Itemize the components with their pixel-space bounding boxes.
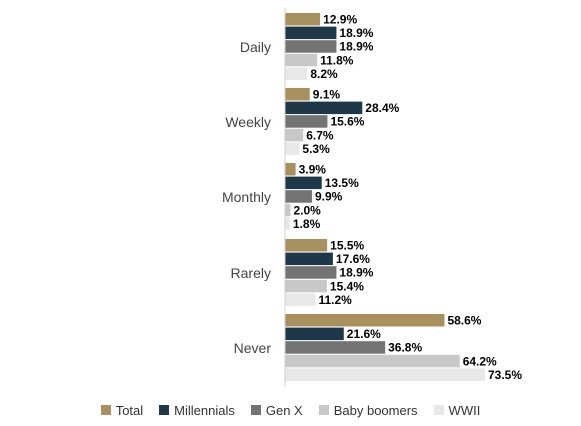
value-label-rarely-wwii: 11.2%	[318, 293, 352, 307]
legend-label: Baby boomers	[333, 402, 418, 418]
bar-weekly-baby-boomers	[285, 128, 304, 142]
value-label-weekly-baby-boomers: 6.7%	[306, 128, 334, 142]
bar-rarely-wwii	[285, 293, 316, 306]
value-label-monthly-baby-boomers: 2.0%	[293, 203, 321, 217]
legend-swatch	[433, 405, 444, 415]
bar-weekly-millennials	[285, 101, 363, 115]
value-label-never-total: 58.6%	[447, 314, 481, 328]
legend-label: Millennials	[174, 402, 235, 418]
value-label-weekly-wwii: 5.3%	[302, 142, 330, 156]
value-label-never-baby-boomers: 64.2%	[463, 354, 497, 368]
legend-label: Gen X	[265, 402, 303, 418]
bar-daily-total	[285, 13, 321, 26]
bar-rarely-total	[285, 239, 328, 252]
category-label-monthly: Monthly	[222, 189, 271, 205]
value-label-rarely-millennials: 17.6%	[336, 252, 370, 266]
bar-weekly-wwii	[285, 142, 300, 155]
value-label-rarely-baby-boomers: 15.4%	[330, 279, 364, 293]
value-label-daily-wwii: 8.2%	[310, 67, 338, 81]
category-label-daily: Daily	[240, 39, 271, 55]
legend-item-baby-boomers: Baby boomers	[318, 402, 418, 418]
value-label-daily-baby-boomers: 11.8%	[320, 53, 354, 67]
bar-never-total	[285, 314, 445, 327]
bar-never-millennials	[285, 327, 344, 341]
value-label-never-gen-x: 36.8%	[388, 341, 422, 355]
bar-monthly-total	[285, 163, 296, 176]
legend-item-total: Total	[100, 402, 144, 418]
bar-weekly-gen-x	[285, 115, 328, 128]
bar-never-wwii	[285, 368, 485, 381]
category-labels: Daily Weekly Monthly Rarely Never	[222, 39, 271, 356]
bar-monthly-baby-boomers	[285, 203, 291, 217]
bars	[285, 13, 485, 381]
value-label-never-millennials: 21.6%	[347, 327, 381, 341]
bar-daily-baby-boomers	[285, 53, 318, 67]
bar-rarely-baby-boomers	[285, 279, 327, 293]
legend-item-millennials: Millennials	[159, 403, 235, 418]
legend-item-wwii: WWII	[433, 402, 481, 418]
value-label-weekly-millennials: 28.4%	[365, 101, 399, 115]
legend-label: WWII	[448, 402, 481, 418]
bar-never-gen-x	[285, 341, 386, 354]
bar-weekly-total	[285, 88, 310, 101]
value-labels: 12.9%18.9%18.9%11.8%8.2%9.1%28.4%15.6%6.…	[293, 13, 522, 382]
legend-swatch	[100, 405, 111, 415]
value-label-monthly-wwii: 1.8%	[293, 217, 321, 231]
legend-swatch	[250, 405, 261, 415]
value-label-rarely-total: 15.5%	[330, 239, 364, 253]
value-label-monthly-total: 3.9%	[299, 163, 327, 177]
value-label-daily-millennials: 18.9%	[339, 26, 373, 40]
category-label-never: Never	[234, 340, 272, 356]
bar-rarely-millennials	[285, 252, 333, 266]
legend-swatch	[318, 405, 329, 415]
category-label-weekly: Weekly	[225, 114, 271, 130]
legend: Total Millennials Gen X Baby boomers WWII	[0, 401, 581, 419]
value-label-weekly-total: 9.1%	[313, 88, 341, 102]
legend-swatch	[159, 405, 170, 415]
value-label-monthly-millennials: 13.5%	[325, 176, 359, 190]
bar-daily-gen-x	[285, 40, 337, 53]
legend-label: Total	[115, 402, 144, 418]
category-label-rarely: Rarely	[231, 265, 271, 281]
value-label-rarely-gen-x: 18.9%	[339, 266, 373, 280]
bar-daily-wwii	[285, 67, 308, 80]
legend-item-gen-x: Gen X	[250, 402, 303, 418]
value-label-daily-gen-x: 18.9%	[339, 40, 373, 54]
value-label-monthly-gen-x: 9.9%	[315, 190, 343, 204]
bar-rarely-gen-x	[285, 266, 337, 279]
bar-monthly-wwii	[285, 217, 290, 230]
value-label-never-wwii: 73.5%	[488, 368, 522, 382]
value-label-daily-total: 12.9%	[323, 13, 357, 27]
bar-never-baby-boomers	[285, 354, 460, 368]
bar-daily-millennials	[285, 26, 337, 40]
bar-monthly-millennials	[285, 176, 322, 190]
bar-monthly-gen-x	[285, 190, 312, 203]
value-label-weekly-gen-x: 15.6%	[330, 115, 364, 129]
